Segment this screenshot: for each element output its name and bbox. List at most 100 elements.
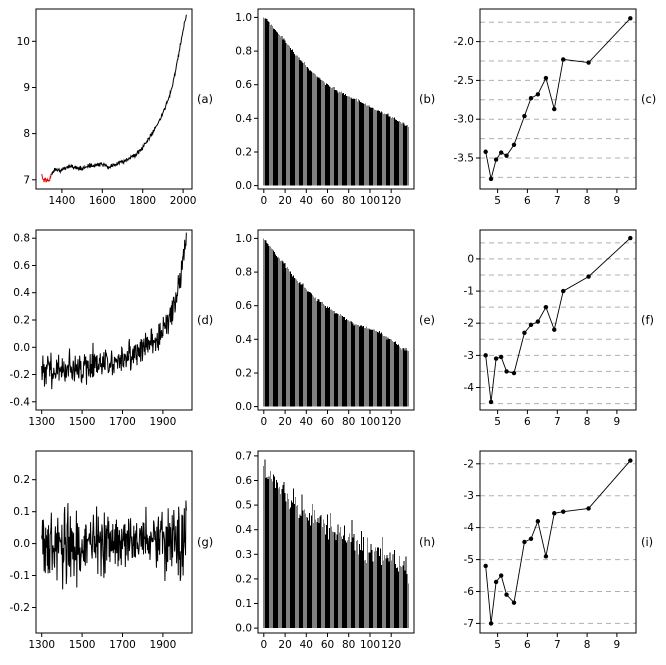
svg-text:0.0: 0.0 — [13, 538, 30, 550]
svg-text:7: 7 — [554, 416, 561, 428]
svg-text:0.1: 0.1 — [13, 506, 30, 518]
svg-text:0.2: 0.2 — [235, 147, 252, 159]
svg-text:20: 20 — [278, 639, 291, 651]
chart-e: 0 20 40 60 80 100 120 0.0 0.2 0.4 0.6 0.8 1.0 (e) — [235, 229, 435, 428]
svg-text:0.0: 0.0 — [235, 401, 252, 413]
svg-text:-2: -2 — [464, 458, 474, 470]
svg-text:9: 9 — [614, 195, 621, 207]
svg-text:40: 40 — [300, 195, 313, 207]
y-axis: 0.0 0.2 0.4 0.6 0.8 1.0 — [235, 12, 258, 192]
y-axis: -7 -6 -5 -4 -3 -2 — [464, 458, 480, 630]
svg-text:-0.4: -0.4 — [10, 396, 31, 408]
svg-text:6: 6 — [524, 416, 531, 428]
svg-text:-5: -5 — [464, 554, 474, 566]
y-axis: -0.4 -0.2 0.0 0.2 0.4 0.6 0.8 — [10, 233, 36, 408]
svg-text:-3: -3 — [464, 490, 474, 502]
acf-bars — [263, 17, 409, 186]
series-anomaly-series — [41, 232, 187, 390]
chart-b: 0 20 40 60 80 100 120 0.0 0.2 0.4 0.6 0.8 1.0 (b) — [235, 8, 435, 207]
plot-box — [479, 229, 637, 411]
svg-text:-3: -3 — [464, 350, 474, 362]
x-axis: 0 20 40 60 80 100 120 — [260, 633, 401, 651]
svg-text:1900: 1900 — [150, 639, 177, 651]
svg-text:5: 5 — [494, 195, 501, 207]
svg-text:-3.5: -3.5 — [454, 153, 475, 165]
panel-label-c: (c) — [641, 92, 656, 106]
scatter-line — [485, 460, 631, 624]
scatter-points — [483, 16, 633, 182]
svg-text:1700: 1700 — [109, 416, 136, 428]
panel-f: 5 6 7 8 9 -4 -3 -2 -1 0 (f) — [444, 221, 666, 442]
svg-text:1500: 1500 — [69, 639, 96, 651]
svg-text:6: 6 — [524, 639, 531, 651]
svg-text:0.0: 0.0 — [235, 623, 252, 635]
svg-text:8: 8 — [584, 195, 591, 207]
svg-text:0: 0 — [260, 416, 267, 428]
svg-text:2000: 2000 — [170, 195, 197, 207]
series-log-series — [50, 14, 187, 176]
svg-text:1300: 1300 — [28, 416, 55, 428]
svg-text:0.2: 0.2 — [235, 573, 252, 585]
svg-text:20: 20 — [278, 416, 291, 428]
svg-text:0.2: 0.2 — [13, 474, 30, 486]
svg-text:0.2: 0.2 — [235, 368, 252, 380]
y-axis: -3.5 -3.0 -2.5 -2.0 — [454, 36, 480, 165]
svg-text:8: 8 — [584, 639, 591, 651]
plot-box — [479, 450, 637, 634]
plot-box — [257, 229, 415, 411]
svg-text:100: 100 — [360, 195, 380, 207]
svg-text:0.0: 0.0 — [13, 342, 30, 354]
svg-text:-7: -7 — [464, 618, 474, 630]
svg-text:9: 9 — [614, 416, 621, 428]
svg-text:0: 0 — [260, 195, 267, 207]
svg-text:0.6: 0.6 — [235, 300, 252, 312]
chart-a: 1400 1600 1800 2000 7 8 9 10 (a) — [17, 8, 213, 207]
svg-text:40: 40 — [300, 416, 313, 428]
panel-label-g: (g) — [197, 535, 213, 549]
svg-text:0.8: 0.8 — [13, 233, 30, 245]
y-axis: -0.2 -0.1 0.0 0.1 0.2 — [10, 474, 36, 614]
svg-text:-2.5: -2.5 — [454, 75, 475, 87]
series-early-red-segment — [41, 173, 52, 183]
plot-box — [35, 450, 193, 634]
gridlines — [480, 463, 636, 624]
svg-text:5: 5 — [494, 639, 501, 651]
x-axis: 1400 1600 1800 2000 — [49, 189, 197, 207]
svg-text:80: 80 — [342, 416, 355, 428]
svg-text:100: 100 — [360, 416, 380, 428]
svg-text:1900: 1900 — [150, 416, 177, 428]
plot-box — [257, 450, 415, 634]
x-axis: 0 20 40 60 80 100 120 — [260, 189, 401, 207]
panel-label-d: (d) — [197, 313, 213, 327]
panel-d: 1300 1500 1700 1900 -0.4 -0.2 0.0 0.2 0.4 0.6 0.8 (… — [0, 221, 222, 442]
svg-text:1400: 1400 — [49, 195, 76, 207]
svg-text:0.4: 0.4 — [235, 113, 252, 125]
chart-f: 5 6 7 8 9 -4 -3 -2 -1 0 (f) — [464, 229, 654, 428]
x-axis: 0 20 40 60 80 100 120 — [260, 410, 401, 428]
panel-label-i: (i) — [641, 535, 653, 549]
plot-box — [257, 8, 415, 190]
panel-label-b: (b) — [419, 92, 435, 106]
svg-text:80: 80 — [342, 639, 355, 651]
scatter-points — [483, 458, 633, 626]
gridlines — [480, 21, 636, 178]
y-axis: 0.0 0.2 0.4 0.6 0.8 1.0 — [235, 233, 258, 413]
svg-text:40: 40 — [300, 639, 313, 651]
svg-text:0.6: 0.6 — [13, 260, 30, 272]
svg-text:1.0: 1.0 — [235, 233, 252, 245]
svg-text:0.0: 0.0 — [235, 180, 252, 192]
chart-d: 1300 1500 1700 1900 -0.4 -0.2 0.0 0.2 0.4 0.6 0.8 (… — [10, 229, 213, 428]
chart-h: 0 20 40 60 80 100 120 0.0 0.1 0.2 0.3 0.4 0.5 0.6 0.7 (… — [235, 450, 435, 651]
svg-text:8: 8 — [23, 128, 30, 140]
svg-text:120: 120 — [381, 195, 401, 207]
svg-text:60: 60 — [321, 195, 334, 207]
scatter-points — [483, 235, 633, 405]
svg-text:-0.2: -0.2 — [10, 602, 31, 614]
series-differenced-series — [41, 500, 187, 590]
svg-text:120: 120 — [381, 639, 401, 651]
svg-text:-0.1: -0.1 — [10, 570, 31, 582]
chart-i: 5 6 7 8 9 -7 -6 -5 -4 -3 -2 (i) — [464, 450, 653, 651]
x-axis: 1300 1500 1700 1900 — [28, 633, 176, 651]
x-axis: 5 6 7 8 9 — [494, 189, 620, 207]
svg-text:120: 120 — [381, 416, 401, 428]
